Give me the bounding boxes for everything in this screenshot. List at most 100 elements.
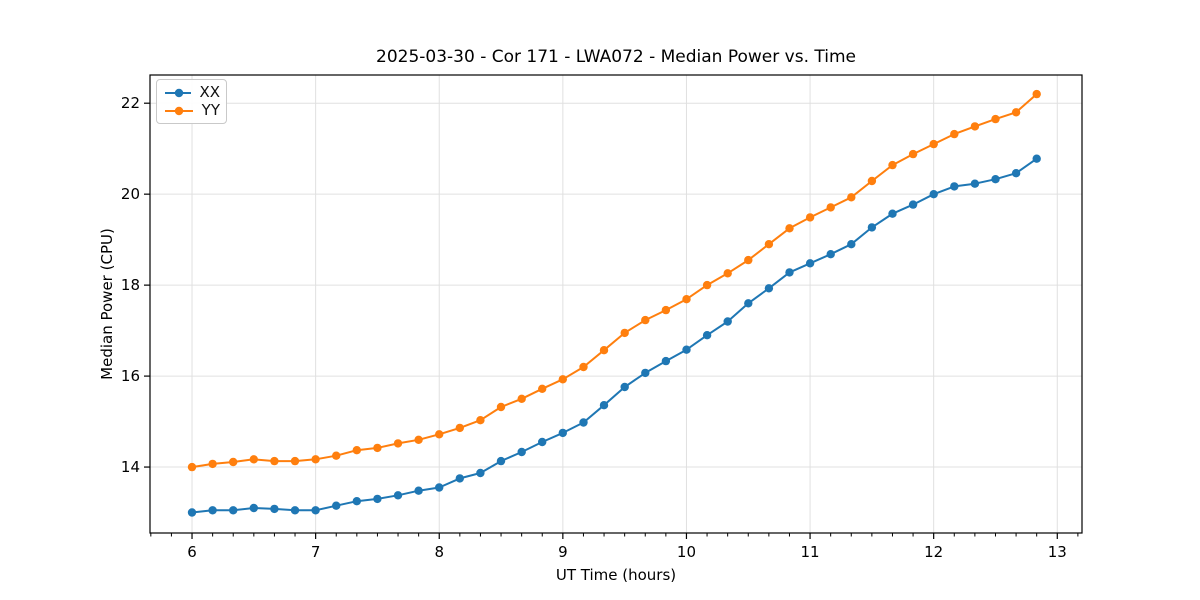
marker-xx (249, 503, 258, 513)
marker-xx (620, 382, 629, 392)
legend-line-yy-icon (165, 106, 193, 115)
x-tick-label: 9 (558, 543, 568, 561)
marker-yy (847, 193, 856, 202)
legend-label-yy: YY (201, 101, 220, 119)
marker-xx (290, 506, 300, 515)
x-tick-label: 13 (1048, 543, 1067, 561)
marker-yy (785, 224, 794, 233)
x-tick-label: 6 (187, 543, 197, 561)
marker-yy (682, 295, 691, 304)
marker-xx (908, 200, 918, 209)
x-tick-label: 10 (677, 543, 696, 561)
marker-yy (641, 315, 650, 325)
marker-yy (702, 280, 712, 290)
marker-xx (702, 331, 712, 340)
marker-yy (599, 346, 609, 355)
marker-xx (888, 209, 897, 218)
series-line-yy (191, 93, 1038, 469)
marker-xx (270, 504, 279, 514)
marker-xx (229, 506, 238, 515)
y-tick-label: 22 (121, 94, 140, 112)
marker-yy (826, 203, 835, 212)
marker-yy (661, 305, 671, 315)
marker-xx (723, 317, 732, 326)
marker-xx (435, 483, 444, 492)
y-tick-label: 16 (121, 367, 140, 385)
marker-yy (187, 462, 197, 472)
legend-label-xx: XX (199, 83, 220, 101)
marker-xx (764, 284, 774, 293)
marker-yy (332, 451, 341, 460)
marker-yy (229, 457, 238, 467)
marker-yy (764, 240, 774, 249)
marker-xx (682, 345, 691, 354)
y-axis-label: Median Power (CPU) (98, 228, 116, 380)
marker-xx (455, 474, 464, 483)
marker-xx (579, 418, 588, 427)
marker-yy (352, 446, 361, 455)
marker-xx (476, 468, 485, 478)
marker-yy (476, 416, 485, 425)
marker-yy (723, 269, 732, 278)
marker-xx (414, 486, 423, 495)
marker-xx (208, 506, 217, 515)
legend-entry-yy: YY (164, 103, 220, 118)
marker-yy (270, 456, 279, 466)
marker-xx (496, 456, 506, 466)
x-tick-label: 12 (924, 543, 943, 561)
marker-yy (290, 456, 300, 466)
marker-xx (950, 182, 959, 191)
marker-xx (991, 175, 1000, 184)
y-tick-label: 18 (121, 276, 140, 294)
marker-xx (311, 506, 320, 515)
marker-yy (496, 402, 506, 412)
x-tick-label: 11 (801, 543, 820, 561)
marker-yy (249, 455, 258, 464)
marker-yy (620, 328, 629, 338)
marker-yy (373, 443, 382, 453)
marker-xx (1011, 169, 1021, 178)
y-tick-label: 20 (121, 185, 140, 203)
chart-title: 2025-03-30 - Cor 171 - LWA072 - Median P… (376, 47, 856, 67)
marker-yy (538, 384, 547, 393)
x-tick-label: 8 (434, 543, 444, 561)
x-axis-label: UT Time (hours) (555, 566, 677, 584)
marker-xx (517, 447, 526, 457)
marker-yy (867, 176, 877, 186)
marker-xx (641, 368, 650, 378)
marker-xx (929, 190, 938, 199)
marker-yy (908, 149, 918, 159)
legend-entry-xx: XX (164, 85, 220, 100)
marker-xx (744, 299, 753, 308)
marker-xx (373, 494, 382, 504)
marker-xx (661, 356, 671, 366)
marker-yy (558, 375, 567, 384)
axes-frame (149, 74, 1083, 534)
marker-xx (867, 223, 877, 232)
marker-yy (950, 129, 959, 139)
marker-yy (805, 213, 815, 222)
marker-xx (785, 268, 794, 277)
marker-xx (187, 508, 197, 517)
marker-xx (805, 259, 815, 268)
y-tick-label: 14 (121, 458, 140, 476)
legend: XX YY (156, 79, 227, 124)
marker-xx (599, 401, 609, 410)
marker-yy (517, 394, 526, 403)
marker-xx (826, 250, 835, 259)
marker-yy (888, 160, 897, 170)
marker-xx (1032, 154, 1041, 163)
marker-yy (393, 439, 403, 448)
marker-yy (1032, 89, 1041, 99)
x-tick-label: 7 (311, 543, 321, 561)
marker-yy (991, 114, 1000, 124)
marker-xx (538, 437, 547, 447)
marker-yy (744, 255, 753, 265)
marker-yy (1011, 108, 1021, 117)
marker-yy (579, 362, 588, 372)
marker-xx (393, 491, 403, 500)
marker-xx (352, 497, 361, 506)
marker-xx (970, 179, 980, 188)
marker-yy (208, 459, 217, 469)
